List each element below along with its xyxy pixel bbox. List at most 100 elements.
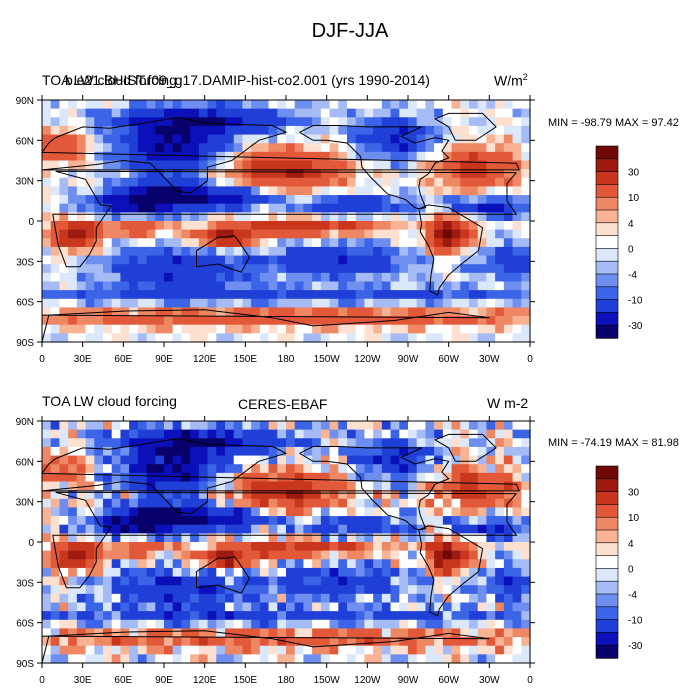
panel2-cell	[216, 464, 226, 474]
panel1-cell	[129, 143, 139, 153]
panel2-cell	[503, 481, 514, 491]
panel1-cell	[233, 134, 244, 144]
panel2-cell	[355, 585, 366, 595]
panel2-cell	[172, 550, 183, 560]
panel2-cell	[42, 619, 52, 630]
panel2-cell	[268, 654, 278, 664]
panel2-cell	[225, 446, 235, 457]
panel2-cell	[50, 542, 61, 552]
panel2-cell	[320, 542, 331, 552]
panel1-cell	[416, 324, 427, 334]
panel2-cell	[216, 576, 226, 586]
panel2-cell	[111, 593, 122, 604]
panel2-cell	[42, 611, 52, 621]
panel2-cell	[190, 619, 200, 630]
panel1-cell	[355, 212, 366, 222]
panel2-cell	[347, 429, 357, 439]
panel2-cell	[286, 654, 296, 664]
panel1-cell	[503, 117, 514, 127]
panel2-cell	[469, 576, 479, 586]
panel1-lat-label: 0	[28, 217, 34, 228]
panel1-cell	[408, 177, 418, 188]
panel2-cell	[68, 559, 78, 569]
panel1-cell	[512, 108, 522, 118]
panel1-cell	[486, 307, 496, 317]
panel1-cell	[329, 108, 339, 118]
panel2-cell	[216, 524, 226, 534]
panel1-cell	[451, 238, 461, 248]
panel1-cell	[460, 264, 470, 274]
panel2-cell	[181, 438, 191, 448]
panel2-cell	[129, 507, 139, 517]
panel2-cell	[355, 533, 366, 543]
panel2-cell	[225, 567, 235, 578]
panel2-cell	[50, 472, 61, 483]
panel1-cell	[277, 151, 287, 162]
panel2-cell	[303, 533, 313, 543]
panel2-cell	[390, 602, 400, 612]
panel1-cell	[85, 100, 95, 110]
panel2-cell	[425, 585, 435, 595]
panel1-cell	[242, 281, 252, 291]
panel1-cell	[42, 125, 52, 136]
panel2-cell	[286, 567, 296, 578]
panel1-cell	[347, 177, 357, 188]
panel1-cell	[251, 203, 261, 213]
panel2-cell	[111, 472, 122, 483]
panel2-cell	[512, 576, 522, 586]
panel1-cell	[181, 246, 191, 257]
panel1-cell	[495, 143, 505, 153]
panel2-cell	[355, 542, 366, 552]
panel2-cell	[495, 611, 505, 621]
panel1-cell	[521, 169, 531, 179]
panel2-cell	[137, 559, 148, 569]
panel1-cell	[233, 316, 244, 326]
panel2-cell	[355, 498, 366, 509]
panel2-cell	[381, 446, 392, 457]
panel1-cell	[477, 221, 488, 231]
panel2-cell	[469, 619, 479, 630]
panel1-cell	[451, 221, 461, 231]
panel1-cell	[312, 324, 322, 334]
panel2-cell	[94, 481, 104, 491]
panel2-cell	[155, 455, 165, 465]
panel2-cell	[469, 567, 479, 578]
panel1-cell	[242, 298, 252, 309]
panel1-cell	[294, 238, 305, 248]
panel2-cell	[207, 429, 217, 439]
panel2-cell	[294, 421, 305, 431]
panel2-cell	[42, 645, 52, 655]
panel2-cell	[233, 645, 244, 655]
panel1-cell	[181, 307, 191, 317]
panel2-cell	[521, 516, 531, 526]
panel1-cell	[521, 212, 531, 222]
panel2-coastline	[299, 446, 450, 531]
panel2-cell	[373, 559, 383, 569]
panel2-cell	[76, 421, 87, 431]
panel1-cell	[434, 272, 444, 283]
panel2-cell	[355, 524, 366, 534]
panel1-cell	[408, 186, 418, 196]
panel2-cell	[198, 619, 209, 630]
panel2-cell	[320, 516, 331, 526]
panel2-cell	[85, 611, 95, 621]
panel2-cell	[503, 490, 514, 500]
panel1-cell	[347, 229, 357, 239]
panel2-cell	[42, 490, 52, 500]
panel1-cell	[303, 272, 313, 283]
panel1-cell	[155, 117, 165, 127]
panel1-cell	[512, 169, 522, 179]
panel1-cell	[495, 324, 505, 334]
panel1-cell	[50, 151, 61, 162]
panel1-cell	[347, 290, 357, 300]
panel1-cell	[103, 203, 113, 213]
panel1-cell	[286, 272, 296, 283]
panel2-cell	[268, 455, 278, 465]
panel2-cell	[486, 524, 496, 534]
panel2-cell	[521, 438, 531, 448]
panel2-cell	[486, 464, 496, 474]
panel1-cell	[312, 151, 322, 162]
panel2-cell	[329, 516, 339, 526]
panel1-cell	[172, 316, 183, 326]
panel1-cell	[381, 177, 392, 188]
